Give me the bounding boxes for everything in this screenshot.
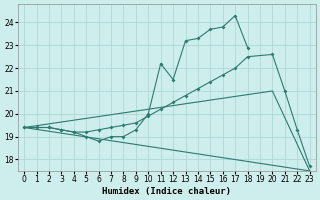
- X-axis label: Humidex (Indice chaleur): Humidex (Indice chaleur): [102, 187, 231, 196]
